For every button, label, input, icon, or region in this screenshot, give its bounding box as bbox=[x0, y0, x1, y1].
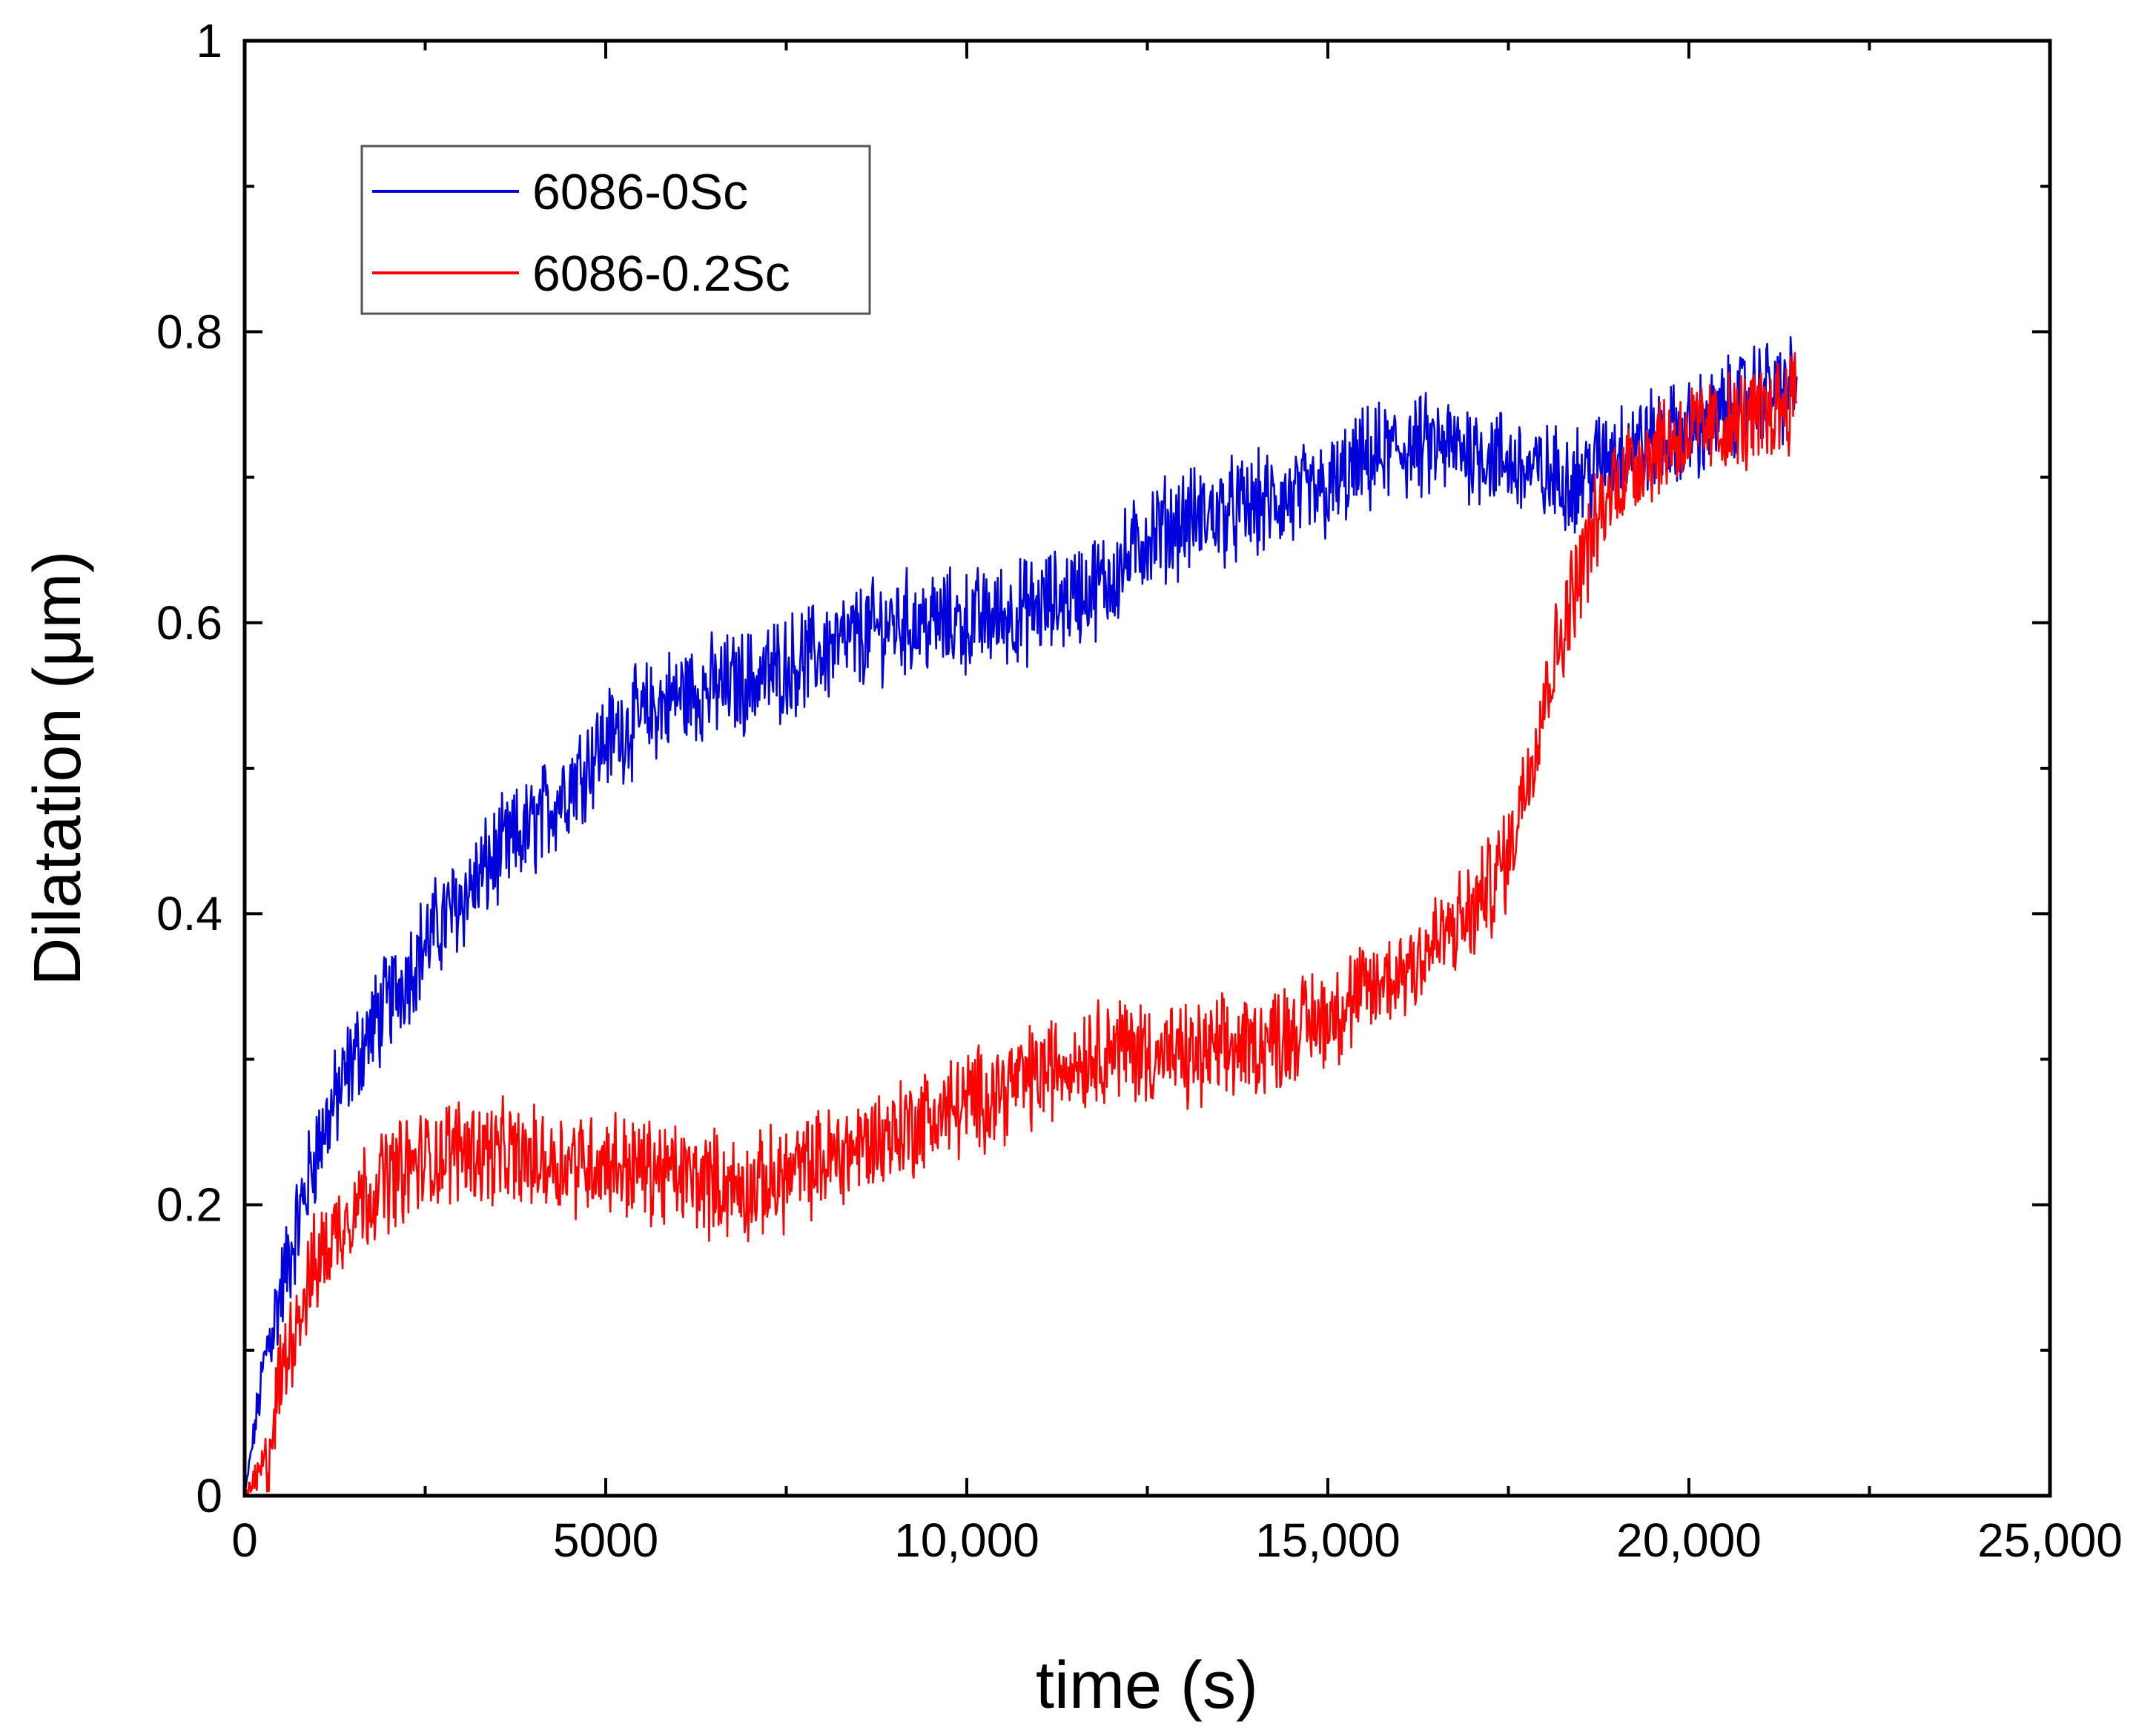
tick-labels-layer: 0 5000 10,000 15,000 20,000 25,000 0 0.2 0.4 0.6 0… bbox=[156, 14, 2123, 1567]
y-tick-label: 0.4 bbox=[156, 887, 222, 940]
series-line-6086-0-2sc bbox=[243, 352, 1798, 1497]
legend-box bbox=[360, 145, 871, 315]
x-tick-label: 10,000 bbox=[894, 1514, 1039, 1567]
series-layer bbox=[243, 336, 1798, 1497]
y-axis-title: Dilatation (μm) bbox=[21, 551, 95, 986]
y-tick-label: 0 bbox=[196, 1469, 222, 1522]
y-tick-label: 1 bbox=[196, 14, 222, 67]
ticks-layer bbox=[243, 39, 2051, 1497]
y-tick-label: 0.8 bbox=[156, 305, 222, 358]
x-tick-label: 0 bbox=[231, 1514, 258, 1567]
legend-label-6086-0sc: 6086-0Sc bbox=[532, 164, 748, 220]
y-tick-label: 0.6 bbox=[156, 596, 222, 650]
series-line-6086-0sc bbox=[243, 336, 1798, 1496]
x-tick-label: 5000 bbox=[553, 1514, 658, 1567]
x-axis-title: time (s) bbox=[1036, 1648, 1258, 1723]
x-tick-label: 25,000 bbox=[1977, 1514, 2123, 1567]
legend-label-6086-0-2sc: 6086-0.2Sc bbox=[532, 245, 790, 302]
y-tick-label: 0.2 bbox=[156, 1178, 222, 1232]
x-tick-label: 20,000 bbox=[1616, 1514, 1762, 1567]
legend: 6086-0Sc 6086-0.2Sc bbox=[360, 145, 871, 315]
x-tick-label: 15,000 bbox=[1255, 1514, 1401, 1567]
